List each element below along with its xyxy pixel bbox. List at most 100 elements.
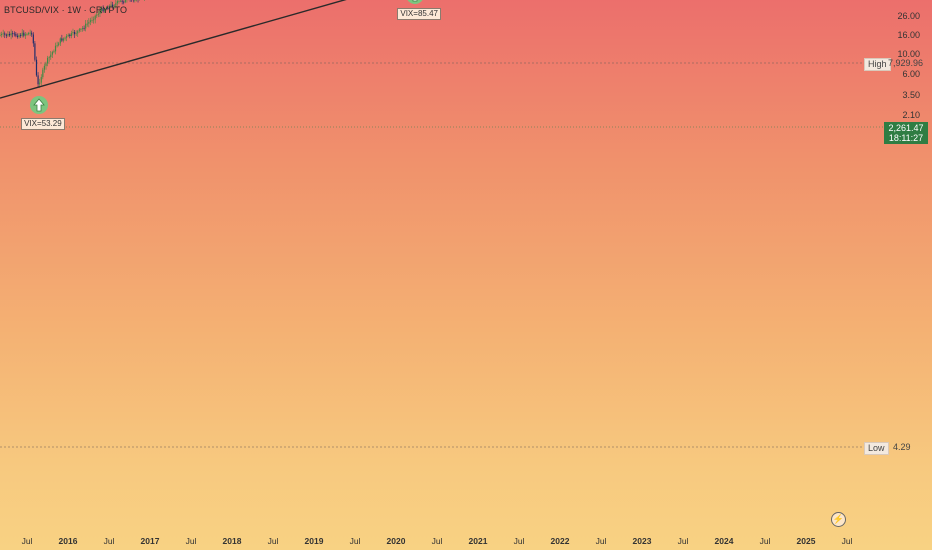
candle-body: [45, 63, 47, 66]
candle-body: [108, 5, 111, 9]
candle-body: [124, 0, 126, 3]
price-tick: 2.10: [902, 110, 920, 121]
candle-body: [102, 8, 104, 12]
time-tick: 2024: [714, 536, 734, 546]
candle-body: [119, 0, 122, 2]
candle-body: [70, 33, 72, 36]
current-price: 2,261.47: [888, 123, 924, 133]
candle-body: [50, 54, 52, 58]
candle-body: [96, 14, 98, 16]
candle-body: [85, 23, 87, 29]
time-tick: Jul: [185, 536, 197, 546]
candle-body: [113, 5, 115, 7]
high-value: 7,929.96: [888, 58, 924, 68]
candle-body: [56, 45, 58, 47]
candle-body: [24, 34, 26, 36]
candle-body: [112, 4, 114, 7]
candle-body: [91, 20, 93, 21]
candle-body: [16, 35, 19, 37]
candle-body: [118, 1, 120, 2]
candle-body: [100, 8, 103, 12]
candle-body: [27, 33, 30, 35]
candle-body: [54, 45, 57, 52]
time-tick: Jul: [21, 536, 33, 546]
candle-body: [15, 33, 17, 36]
candle-body: [93, 19, 95, 21]
low-value: 4.29: [893, 442, 911, 452]
candle-body: [62, 38, 65, 41]
candle-body: [64, 37, 66, 39]
candle-body: [35, 59, 38, 76]
candle-body: [110, 4, 112, 6]
candle-body: [40, 77, 42, 83]
candle-body: [8, 33, 11, 36]
vix-label: VIX=53.29: [21, 117, 65, 130]
candle-body: [66, 35, 68, 38]
candle-body: [69, 34, 71, 36]
candle-body: [26, 34, 28, 35]
time-tick: 2016: [58, 536, 78, 546]
time-tick: 2018: [222, 536, 242, 546]
candle-body: [23, 32, 25, 36]
symbol-label[interactable]: BTCUSD/VIX · 1W · CRYPTO: [4, 5, 128, 15]
time-tick: 2025: [796, 536, 816, 546]
time-tick: Jul: [349, 536, 361, 546]
candle-body: [88, 21, 90, 24]
candle-body: [39, 82, 41, 85]
candle-body: [32, 34, 34, 44]
candle-body: [72, 32, 74, 34]
candle-body: [13, 33, 15, 35]
candle-body: [12, 33, 14, 35]
candle-body: [0, 34, 3, 36]
candle-body: [46, 57, 49, 64]
time-tick: Jul: [759, 536, 771, 546]
candle-body: [116, 1, 119, 4]
candle-body: [86, 23, 88, 25]
candle-body: [75, 33, 77, 35]
candle-body: [80, 29, 82, 30]
price-tick: 3.50: [902, 90, 920, 101]
candle-body: [67, 34, 69, 36]
time-tick: 2022: [550, 536, 570, 546]
time-tick: Jul: [841, 536, 853, 546]
candle-body: [97, 13, 99, 15]
time-tick: 2021: [468, 536, 488, 546]
candle-body: [51, 52, 53, 55]
candle-body: [21, 32, 23, 36]
flash-icon[interactable]: ⚡: [831, 512, 846, 527]
support-trendline[interactable]: [0, 0, 884, 99]
candle-body: [31, 32, 33, 35]
time-tick: 2020: [386, 536, 406, 546]
time-tick: Jul: [513, 536, 525, 546]
arrow-up-icon: [406, 0, 425, 4]
candle-body: [42, 69, 44, 78]
candle-body: [10, 33, 12, 36]
candle-body: [2, 33, 4, 35]
time-tick: Jul: [103, 536, 115, 546]
candle-body: [89, 20, 92, 22]
candle-body: [4, 33, 6, 35]
time-tick: 2019: [304, 536, 324, 546]
candle-body: [34, 43, 36, 60]
candle-body: [43, 65, 46, 70]
price-tick: 26.00: [897, 10, 920, 21]
candle-body: [104, 9, 106, 12]
candle-body: [18, 35, 20, 37]
candle-body: [0, 35, 1, 36]
candle-body: [99, 11, 101, 14]
candle-body: [115, 3, 117, 6]
candle-body: [107, 7, 109, 9]
candle-body: [105, 7, 107, 10]
time-tick: Jul: [267, 536, 279, 546]
arrow-up-icon: [30, 95, 49, 114]
bar-countdown: 18:11:27: [888, 133, 924, 143]
time-tick: 2017: [140, 536, 160, 546]
candle-body: [94, 15, 96, 20]
candle-body: [78, 29, 80, 32]
candle-body: [81, 28, 84, 30]
low-label: Low: [864, 442, 889, 455]
time-tick: 2023: [632, 536, 652, 546]
price-tick: 10.00: [897, 48, 920, 59]
